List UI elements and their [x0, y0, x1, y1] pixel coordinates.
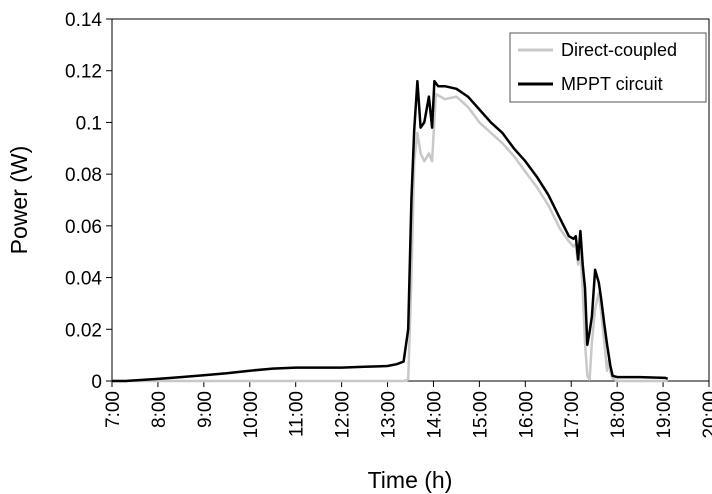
legend-box	[509, 32, 707, 103]
y-tick-label: 0.12	[65, 62, 102, 83]
x-tick-label: 12:00	[333, 391, 354, 439]
series-line-mppt-circuit	[112, 79, 669, 383]
y-tick-label: 0.08	[65, 165, 102, 186]
x-tick-label: 13:00	[379, 391, 400, 439]
x-axis-ticks: 7:00 8:00 9:00 10:00 11:00 12:00 13:00 14:00 15:…	[103, 381, 712, 439]
x-tick-label: 16:00	[516, 391, 537, 439]
x-axis-title: Time (h)	[368, 467, 453, 493]
legend: Direct-coupled MPPT circuit	[509, 32, 707, 103]
x-tick-label: 8:00	[149, 391, 170, 428]
y-tick-label: 0.1	[76, 113, 102, 134]
y-axis-ticks: 0 0.02 0.04 0.06 0.08 0.1 0.12 0.14	[65, 10, 112, 393]
series-lines	[112, 79, 669, 383]
series-line-direct-coupled	[112, 92, 668, 383]
x-tick-label: 9:00	[195, 391, 216, 428]
y-tick-label: 0.14	[65, 10, 102, 31]
legend-label-mppt-circuit: MPPT circuit	[561, 74, 663, 94]
x-tick-label: 20:00	[700, 391, 712, 439]
y-tick-label: 0.02	[65, 320, 102, 341]
x-tick-label: 17:00	[562, 391, 583, 439]
x-tick-label: 14:00	[424, 391, 445, 439]
x-tick-label: 7:00	[103, 391, 124, 428]
y-tick-label: 0.06	[65, 217, 102, 238]
x-tick-label: 11:00	[287, 391, 308, 437]
legend-label-direct-coupled: Direct-coupled	[561, 40, 677, 60]
x-tick-label: 18:00	[608, 391, 629, 439]
x-tick-label: 19:00	[654, 391, 675, 439]
y-tick-label: 0.04	[65, 269, 102, 290]
y-tick-label: 0	[91, 372, 102, 393]
x-tick-label: 10:00	[241, 391, 262, 439]
x-tick-label: 15:00	[470, 391, 491, 439]
y-axis-title: Power (W)	[6, 146, 32, 255]
